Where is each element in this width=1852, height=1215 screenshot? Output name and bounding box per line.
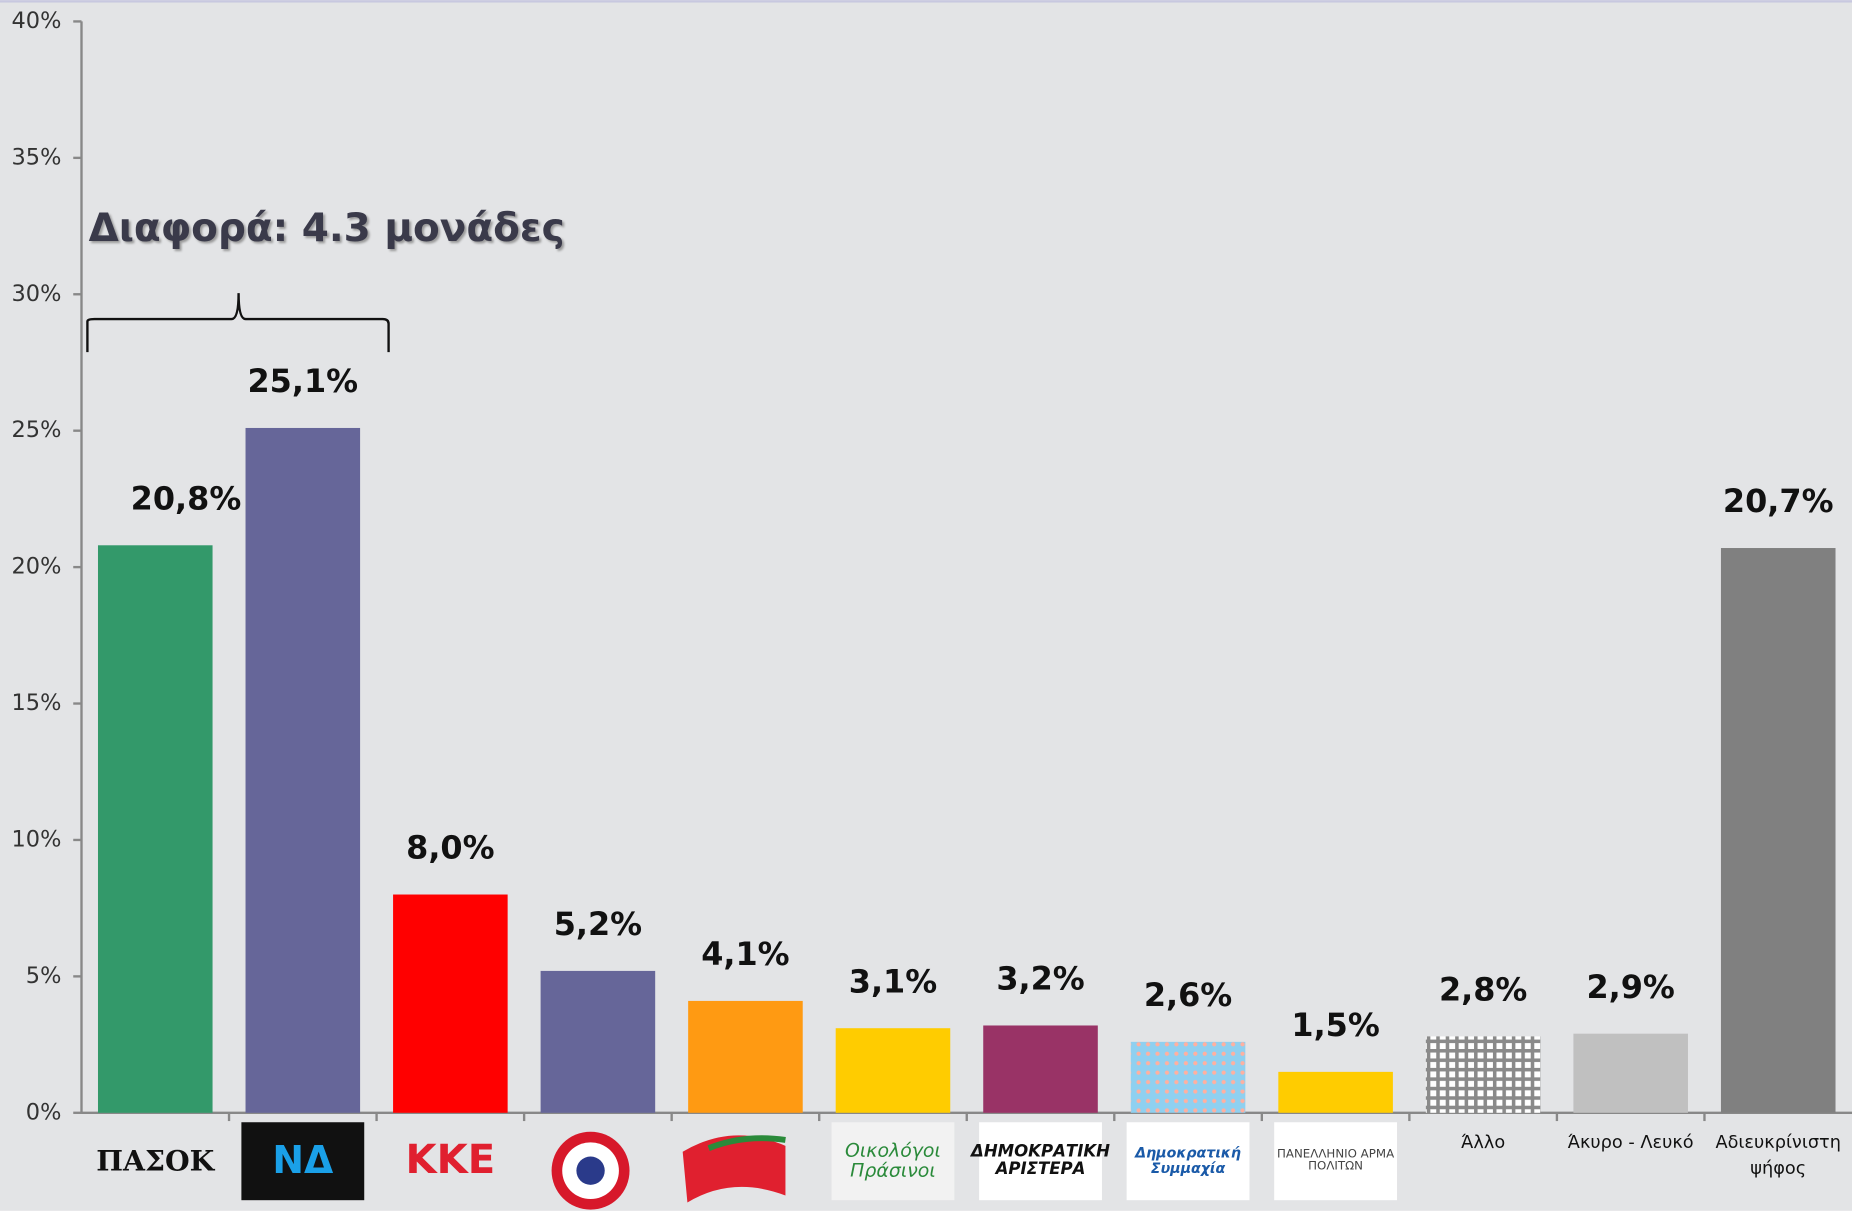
- category-label-box: Άλλο: [1461, 1131, 1506, 1153]
- bar: [1278, 1071, 1393, 1113]
- annotation: Διαφορά: 4.3 μονάδες: [89, 206, 565, 251]
- category-label: Δημοκρατική Συμμαχία: [1135, 1145, 1242, 1177]
- logo-syriza: [682, 1135, 786, 1203]
- value-label: 20,7%: [1723, 482, 1834, 520]
- category-label: ΠΑΣΟΚ: [96, 1143, 215, 1179]
- value-label: 25,1%: [248, 362, 359, 400]
- value-label: 4,1%: [701, 935, 789, 973]
- logo-box: [241, 1122, 365, 1201]
- category-label-box: ΚΚΕ: [405, 1136, 496, 1184]
- value-label: 5,2%: [554, 905, 642, 943]
- category-label: Αδιευκρίνιστη ψήφος: [1715, 1131, 1841, 1179]
- logo-box: [831, 1122, 955, 1201]
- category-label-box: Αδιευκρίνιστη ψήφος: [1715, 1131, 1841, 1179]
- value-label: 1,5%: [1291, 1006, 1379, 1044]
- value-label: 2,8%: [1439, 971, 1527, 1009]
- bar: [245, 427, 361, 1113]
- logo-box: [1126, 1122, 1250, 1201]
- bar: [97, 545, 213, 1113]
- value-label: 8,0%: [406, 829, 494, 867]
- category-label: Οικολόγοι Πράσινοι: [845, 1139, 941, 1182]
- category-label-box: ΠΑΣΟΚ: [96, 1143, 215, 1179]
- bar: [1720, 548, 1836, 1113]
- category-label: ΠΑΝΕΛΛΗΝΙΟ ΑΡΜΑ ΠΟΛΙΤΩΝ: [1277, 1147, 1395, 1174]
- y-tick-label: 0%: [26, 1099, 62, 1125]
- bar: [983, 1025, 1098, 1113]
- value-label: 20,8%: [131, 479, 242, 517]
- category-label-box: ΠΑΝΕΛΛΗΝΙΟ ΑΡΜΑ ΠΟΛΙΤΩΝ: [1277, 1147, 1395, 1174]
- logo-laos-center: [576, 1156, 605, 1185]
- value-label: 2,9%: [1586, 968, 1674, 1006]
- category-label-box: Άκυρο - Λευκό: [1567, 1131, 1694, 1153]
- value-label: 2,6%: [1144, 976, 1232, 1014]
- y-tick-label: 15%: [12, 690, 62, 716]
- category-label: ΝΔ: [272, 1137, 334, 1183]
- bar: [1573, 1033, 1688, 1113]
- category-label: ΚΚΕ: [405, 1136, 496, 1184]
- y-tick-label: 35%: [12, 144, 62, 170]
- category-label-box: ΝΔ: [272, 1137, 334, 1183]
- bar: [1130, 1041, 1246, 1113]
- bar: [393, 894, 508, 1113]
- value-label: 3,2%: [996, 960, 1084, 998]
- category-label: Άλλο: [1461, 1131, 1506, 1153]
- bar: [1425, 1036, 1541, 1113]
- logos: [551, 1131, 786, 1210]
- logo-box: [1274, 1122, 1398, 1201]
- category-label-box: Οικολόγοι Πράσινοι: [845, 1139, 941, 1182]
- category-label: Άκυρο - Λευκό: [1567, 1131, 1694, 1153]
- bar: [540, 970, 656, 1113]
- logo-syriza-stripe: [707, 1135, 786, 1151]
- category-label: ΔΗΜΟΚΡΑΤΙΚΗ ΑΡΙΣΤΕΡΑ: [971, 1142, 1110, 1179]
- category-label-box: Δημοκρατική Συμμαχία: [1135, 1145, 1242, 1177]
- y-tick-label: 10%: [12, 826, 62, 852]
- y-tick-label: 5%: [26, 963, 62, 989]
- y-tick-label: 20%: [12, 554, 62, 580]
- logo-box: [979, 1122, 1102, 1201]
- value-label: 3,1%: [849, 962, 937, 1000]
- category-label-box: ΔΗΜΟΚΡΑΤΙΚΗ ΑΡΙΣΤΕΡΑ: [971, 1142, 1110, 1179]
- y-tick-label: 30%: [12, 281, 62, 307]
- bracket: [86, 293, 390, 353]
- bar: [835, 1028, 951, 1113]
- y-tick-label: 40%: [12, 8, 62, 34]
- top-border: [0, 0, 1852, 3]
- bar: [688, 1000, 803, 1113]
- y-tick-label: 25%: [12, 417, 62, 443]
